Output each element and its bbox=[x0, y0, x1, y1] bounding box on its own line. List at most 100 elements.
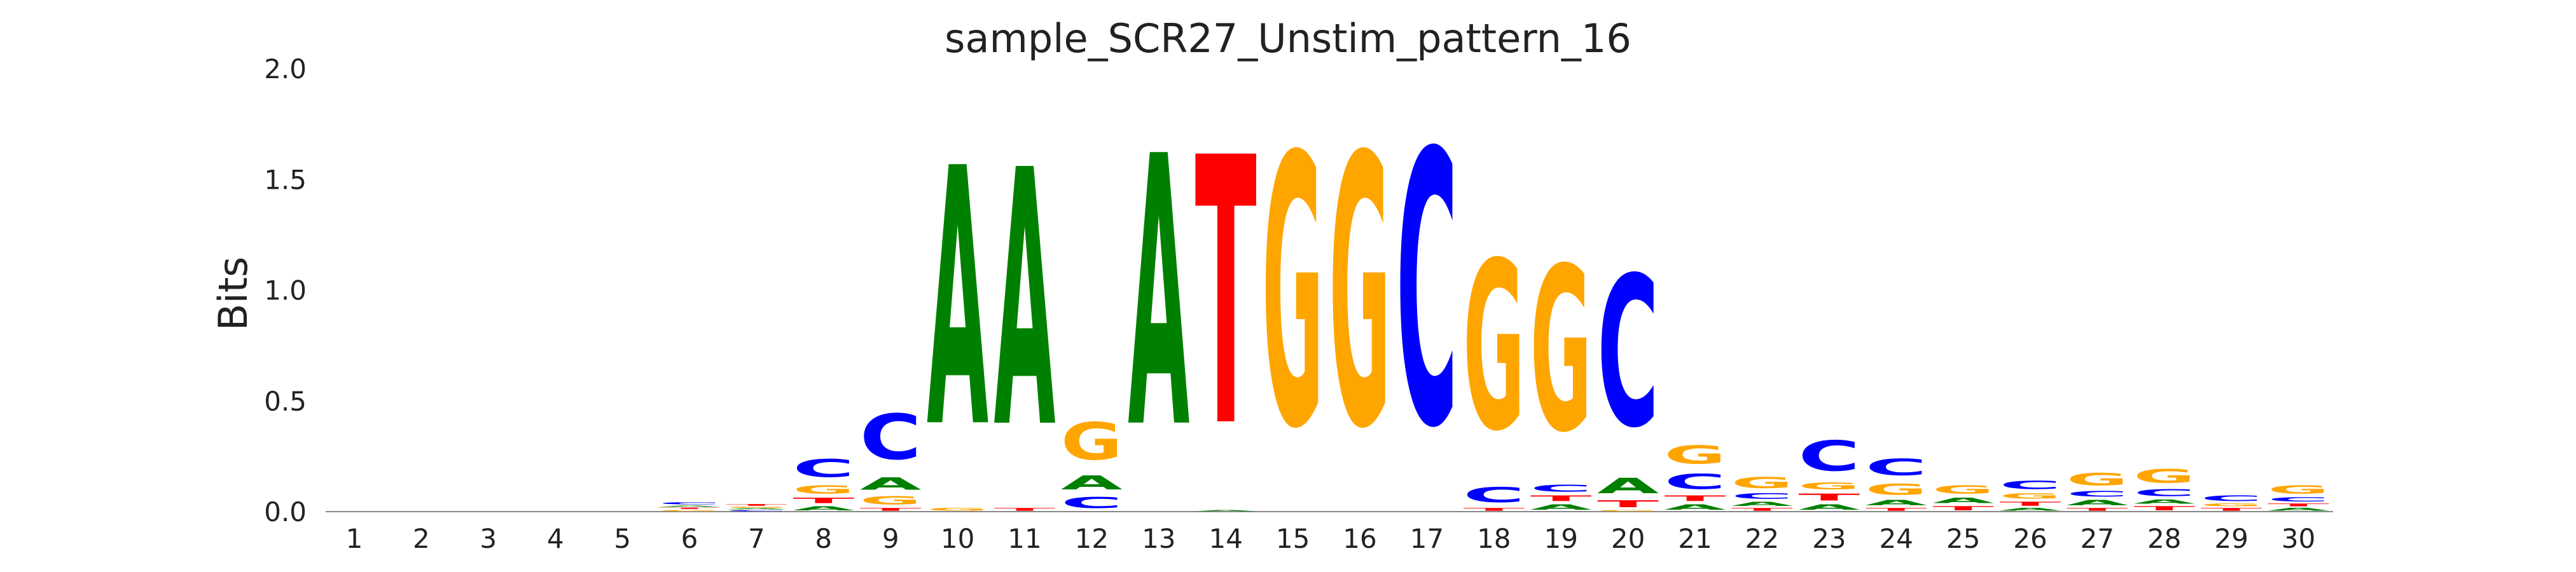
logo-letter-a: A bbox=[2000, 507, 2061, 512]
logo-letter-a: A bbox=[1665, 503, 1726, 512]
logo-letter-a: A bbox=[2268, 507, 2329, 512]
logo-letter-t: T bbox=[1597, 498, 1659, 509]
logo-letter-c: C bbox=[793, 454, 854, 483]
logo-letter-a: A bbox=[1798, 503, 1860, 512]
x-tick-label: 10 bbox=[941, 523, 974, 554]
x-tick-label: 27 bbox=[2081, 523, 2114, 554]
logo-letter-g: G bbox=[1061, 412, 1123, 472]
logo-letter-c: C bbox=[1597, 234, 1659, 473]
x-tick-label: 14 bbox=[1208, 523, 1242, 554]
logo-letter-c: C bbox=[1798, 432, 1860, 481]
logo-letter-c: C bbox=[1463, 483, 1525, 507]
x-tick-label: 21 bbox=[1678, 523, 1712, 554]
y-tick-label: 1.0 bbox=[264, 275, 307, 306]
x-tick-label: 11 bbox=[1008, 523, 1041, 554]
x-tick-label: 2 bbox=[413, 523, 430, 554]
x-tick-label: 7 bbox=[748, 523, 765, 554]
logo-letter-t: T bbox=[1731, 507, 1793, 512]
x-tick-label: 29 bbox=[2214, 523, 2248, 554]
logo-letter-g: G bbox=[1463, 213, 1525, 482]
logo-letter-t: T bbox=[1866, 507, 1927, 512]
logo-letter-g: G bbox=[1665, 440, 1726, 469]
logo-letter-c: C bbox=[659, 501, 721, 505]
x-tick-label: 19 bbox=[1544, 523, 1577, 554]
x-tick-label: 4 bbox=[547, 523, 564, 554]
x-tick-label: 18 bbox=[1477, 523, 1511, 554]
logo-letter-g: G bbox=[2268, 483, 2329, 496]
logo-letter-g: G bbox=[1329, 79, 1391, 510]
x-tick-label: 24 bbox=[1879, 523, 1913, 554]
x-tick-label: 3 bbox=[480, 523, 497, 554]
logo-letter-a: A bbox=[1061, 472, 1123, 494]
logo-letter-a: A bbox=[1195, 510, 1257, 512]
logo-letter-g: G bbox=[1932, 483, 1994, 496]
logo-letter-t: T bbox=[1932, 505, 1994, 512]
x-tick-label: 23 bbox=[1812, 523, 1846, 554]
x-tick-label: 17 bbox=[1410, 523, 1444, 554]
logo-letter-t: T bbox=[2067, 507, 2128, 512]
logo-letter-c: C bbox=[1866, 454, 1927, 480]
logo-letter-t: T bbox=[2201, 507, 2262, 512]
x-tick-label: 1 bbox=[346, 523, 363, 554]
logo-letter-a: A bbox=[860, 474, 922, 494]
y-tick-label: 0.0 bbox=[264, 496, 307, 528]
logo-letter-t: T bbox=[1530, 494, 1592, 503]
logo-letter-a: A bbox=[927, 94, 989, 506]
logo-letter-g: G bbox=[1597, 510, 1659, 512]
logo-letter-a: A bbox=[2067, 498, 2128, 507]
logo-letter-t: T bbox=[1195, 81, 1257, 508]
logo-letter-t: T bbox=[2268, 503, 2329, 507]
x-tick-label: 22 bbox=[1745, 523, 1779, 554]
logo-letter-c: C bbox=[2133, 487, 2195, 498]
logo-letter-g: G bbox=[2067, 470, 2128, 489]
logo-letter-c: C bbox=[726, 510, 787, 512]
logo-letter-c: C bbox=[2268, 496, 2329, 503]
logo-letter-c: C bbox=[2201, 494, 2262, 503]
logo-letter-a: A bbox=[793, 505, 854, 512]
x-tick-label: 26 bbox=[2013, 523, 2047, 554]
x-axis-ticks: 1 2 3 4 5 6 7 8 9 10 11 12 13 14 15 16 17 18 19 20 21 22 23 24 2… bbox=[346, 523, 2316, 554]
logo-letter-a: A bbox=[1731, 501, 1793, 507]
logo-letter-a: A bbox=[2133, 498, 2195, 505]
x-tick-label: 20 bbox=[1611, 523, 1645, 554]
logo-letter-t: T bbox=[994, 507, 1056, 512]
logo-letter-c: C bbox=[2067, 489, 2128, 498]
logo-letter-g: G bbox=[1798, 480, 1860, 491]
logo-letter-a: A bbox=[1128, 78, 1190, 510]
y-axis-ticks: 0.0 0.5 1.0 1.5 2.0 bbox=[264, 53, 307, 528]
x-tick-label: 6 bbox=[681, 523, 698, 554]
logo-letter-a: A bbox=[1597, 474, 1659, 498]
logo-letter-t: T bbox=[793, 496, 854, 505]
logo-letter-t: T bbox=[659, 507, 721, 509]
logo-letter-a: A bbox=[1866, 498, 1927, 507]
logo-letter-g: G bbox=[659, 510, 721, 512]
logo-letter-a: A bbox=[994, 96, 1056, 507]
x-tick-label: 13 bbox=[1142, 523, 1175, 554]
logo-letter-g: G bbox=[726, 507, 787, 508]
y-axis-label: Bits bbox=[210, 257, 256, 330]
logo-letter-g: G bbox=[2133, 465, 2195, 487]
x-tick-label: 28 bbox=[2147, 523, 2181, 554]
logo-letter-t: T bbox=[860, 507, 922, 512]
y-tick-label: 0.5 bbox=[264, 386, 307, 417]
logo-letter-c: C bbox=[1396, 74, 1458, 510]
logo-letter-g: G bbox=[1866, 481, 1927, 499]
x-tick-label: 30 bbox=[2282, 523, 2315, 554]
logo-letter-g: G bbox=[2201, 503, 2262, 507]
logo-letter-c: C bbox=[1061, 494, 1123, 512]
logo-letter-a: A bbox=[659, 505, 721, 507]
logo-letter-c: C bbox=[1530, 483, 1592, 494]
logo-letter-g: G bbox=[793, 483, 854, 496]
logo-letter-a: A bbox=[1530, 503, 1592, 512]
logo-letter-t: T bbox=[2000, 501, 2061, 507]
logo-letter-c: C bbox=[860, 402, 922, 474]
logo-letter-g: G bbox=[860, 494, 922, 507]
chart-title: sample_SCR27_Unstim_pattern_16 bbox=[945, 15, 1631, 62]
logo-letter-g: G bbox=[2000, 492, 2061, 501]
logo-letter-t: T bbox=[2133, 505, 2195, 512]
logo-letter-a: A bbox=[1932, 496, 1994, 505]
logo-letter-g: G bbox=[927, 507, 988, 512]
logo-letter-c: C bbox=[1999, 479, 2061, 492]
